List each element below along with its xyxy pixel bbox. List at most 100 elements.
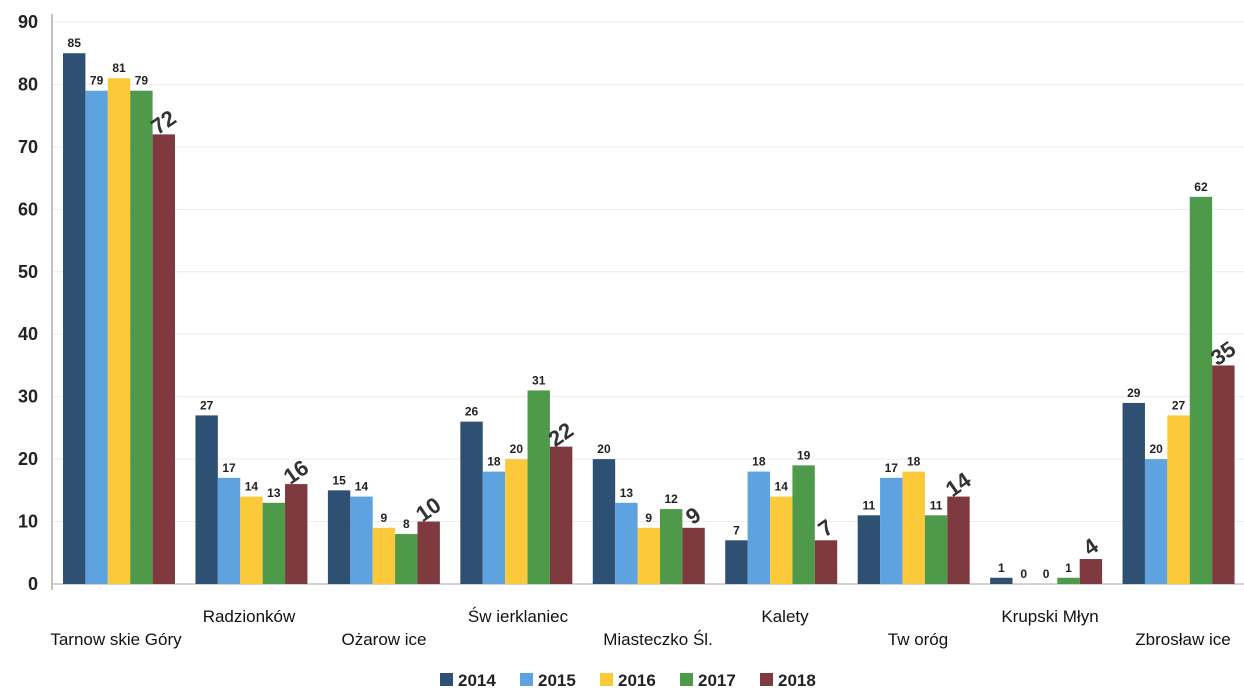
- bar-2016-2: [372, 527, 396, 584]
- bar-2017-8: [1189, 196, 1213, 584]
- bar-2017-3: [527, 390, 550, 584]
- category-label: Krupski Młyn: [1001, 607, 1098, 626]
- data-label-2015-5: 18: [752, 455, 766, 469]
- data-label-2016-6: 18: [907, 455, 921, 469]
- legend-label-2017: 2017: [698, 671, 736, 690]
- legend-label-2015: 2015: [538, 671, 576, 690]
- bar-2018-1: [285, 484, 308, 584]
- y-tick-label: 40: [18, 324, 38, 344]
- bar-2018-3: [549, 446, 573, 584]
- bar-2017-6: [924, 515, 948, 584]
- legend-swatch-2015: [520, 673, 533, 686]
- legend-swatch-2017: [680, 673, 693, 686]
- data-label-2015-8: 20: [1149, 442, 1163, 456]
- y-tick-label: 80: [18, 74, 38, 94]
- data-label-2016-0: 81: [112, 61, 126, 75]
- bar-2014-0: [63, 53, 86, 584]
- data-label-2016-1: 14: [245, 480, 259, 494]
- data-label-2016-8: 27: [1172, 398, 1186, 412]
- bar-2016-5: [770, 496, 793, 584]
- data-label-2014-6: 11: [863, 498, 876, 512]
- bar-2017-2: [395, 534, 418, 584]
- data-label-2016-5: 14: [775, 480, 789, 494]
- bar-2015-8: [1144, 459, 1168, 584]
- data-label-2017-7: 1: [1065, 561, 1072, 575]
- category-labels: Tarnow skie Góry Radzionków Ożarow ice Św i…: [50, 607, 1230, 649]
- bar-2015-6: [880, 477, 903, 584]
- bars: [63, 53, 1235, 584]
- legend-label-2014: 2014: [458, 671, 496, 690]
- y-tick-label: 50: [18, 262, 38, 282]
- data-label-2015-1: 17: [222, 461, 236, 475]
- category-label: Radzionków: [203, 607, 296, 626]
- data-label-2015-6: 17: [885, 461, 899, 475]
- data-label-2016-2: 9: [381, 511, 388, 525]
- data-label-2015-0: 79: [90, 74, 104, 88]
- bar-2014-3: [460, 421, 483, 584]
- bar-2018-6: [947, 496, 970, 584]
- data-label-2017-1: 13: [267, 486, 281, 500]
- y-tick-label: 70: [18, 137, 38, 157]
- bar-2015-2: [350, 496, 373, 584]
- data-label-2014-8: 29: [1127, 386, 1141, 400]
- data-label-2017-6: 11: [930, 498, 943, 512]
- category-label: Tarnow skie Góry: [50, 630, 182, 649]
- bar-2014-1: [195, 415, 218, 584]
- data-label-2014-0: 85: [68, 36, 82, 50]
- data-label-2018-1: 16: [279, 455, 313, 490]
- data-label-2015-7: 0: [1020, 567, 1027, 581]
- category-label: Tw oróg: [888, 630, 948, 649]
- category-label: Kalety: [761, 607, 809, 626]
- bar-2016-8: [1167, 415, 1190, 584]
- data-label-2016-7: 0: [1043, 567, 1050, 581]
- bar-2016-1: [240, 496, 263, 584]
- y-tick-label: 0: [28, 574, 38, 594]
- bar-2016-3: [505, 459, 528, 584]
- bar-2018-4: [682, 527, 705, 584]
- category-label: Zbrosław ice: [1135, 630, 1230, 649]
- category-label: Ożarow ice: [341, 630, 426, 649]
- bar-2018-5: [814, 540, 838, 584]
- bar-2016-6: [902, 471, 925, 584]
- data-label-2016-3: 20: [510, 442, 524, 456]
- bar-2017-1: [262, 502, 286, 584]
- bar-2018-2: [417, 521, 440, 584]
- bar-2016-4: [637, 527, 660, 584]
- data-label-2014-4: 20: [597, 442, 611, 456]
- data-label-2017-4: 12: [664, 492, 678, 506]
- bar-2017-5: [792, 465, 815, 584]
- bar-2014-2: [327, 490, 351, 584]
- bar-2016-0: [107, 78, 131, 584]
- data-label-2014-7: 1: [998, 561, 1005, 575]
- bar-2017-4: [659, 509, 683, 584]
- bar-2018-7: [1079, 559, 1103, 584]
- data-label-2017-0: 79: [135, 74, 149, 88]
- data-label-2016-4: 9: [645, 511, 652, 525]
- data-label-2017-8: 62: [1194, 180, 1208, 194]
- data-label-2017-2: 8: [403, 517, 410, 531]
- bar-2015-5: [747, 471, 771, 584]
- bar-2014-8: [1122, 402, 1145, 584]
- data-label-2018-7: 4: [1078, 533, 1103, 561]
- y-tick-label: 10: [18, 512, 38, 532]
- data-label-2018-5: 7: [814, 514, 838, 542]
- legend-swatch-2018: [760, 673, 773, 686]
- data-label-2018-4: 9: [681, 502, 705, 530]
- bar-2015-3: [482, 471, 506, 584]
- bar-2018-8: [1212, 365, 1235, 584]
- bar-2014-4: [592, 459, 616, 584]
- y-tick-label: 60: [18, 199, 38, 219]
- y-tick-label: 20: [18, 449, 38, 469]
- bar-2015-4: [615, 502, 638, 584]
- legend-label-2016: 2016: [618, 671, 656, 690]
- data-label-2015-2: 14: [355, 480, 369, 494]
- bar-2014-7: [990, 577, 1013, 584]
- data-label-2017-5: 19: [797, 448, 811, 462]
- legend-swatch-2014: [440, 673, 453, 686]
- y-tick-label: 30: [18, 387, 38, 407]
- legend-swatch-2016: [600, 673, 613, 686]
- data-label-2018-6: 14: [941, 467, 976, 502]
